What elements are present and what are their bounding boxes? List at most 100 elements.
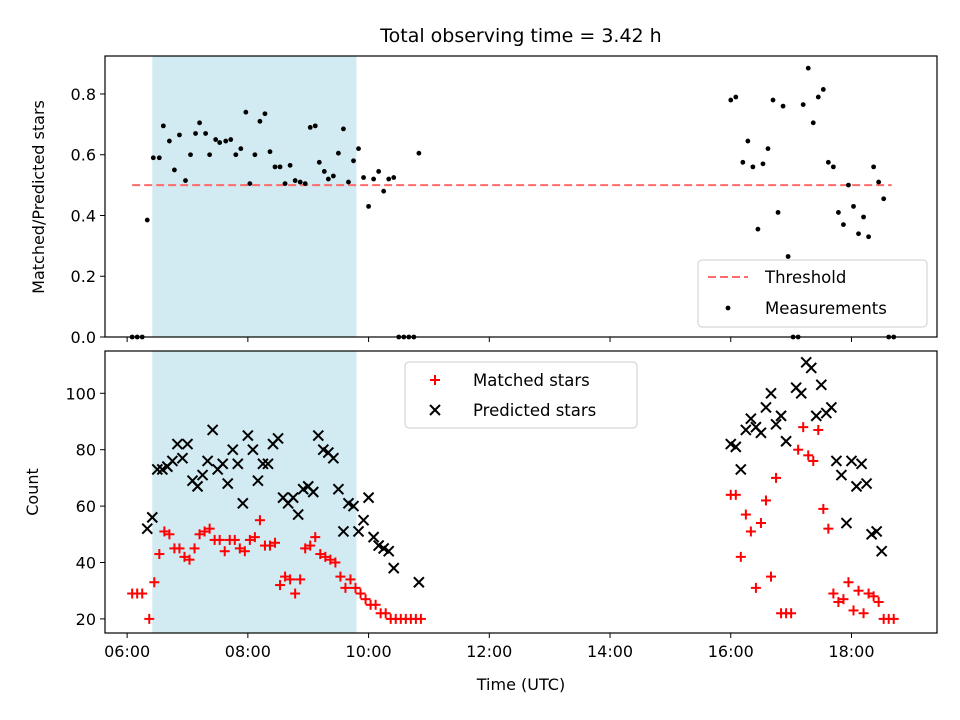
predicted-star-point: [413, 576, 425, 588]
ratio-legend: Threshold Measurements: [697, 259, 928, 328]
measurement-point: [302, 181, 308, 186]
predicted-star-point: [765, 387, 777, 400]
measurement-point: [416, 150, 422, 156]
matched-star-point: [755, 518, 766, 529]
matched-star-point: [868, 591, 879, 602]
measurement-point: [183, 178, 188, 183]
measurement-point: [750, 164, 756, 170]
predicted-star-point: [755, 427, 767, 439]
matched-star-point: [239, 546, 250, 557]
observing-window-shade: [152, 351, 357, 633]
legend-measurements-label: Measurements: [765, 299, 887, 318]
predicted-star-point: [327, 452, 340, 464]
predicted-star-point: [795, 387, 807, 400]
count-legend: Matched stars Predicted stars: [404, 361, 638, 429]
predicted-star-point: [388, 562, 400, 574]
matched-star-point: [315, 549, 326, 560]
predicted-star-point: [357, 514, 370, 526]
predicted-star-point: [735, 463, 747, 476]
predicted-star-point: [337, 525, 350, 538]
matched-star-point: [786, 608, 797, 619]
matched-star-point: [295, 574, 306, 585]
matched-star-point: [214, 534, 225, 545]
measurement-point: [366, 203, 371, 209]
matched-star-point: [750, 582, 761, 593]
measurement-point: [810, 120, 816, 126]
predicted-star-point: [352, 525, 365, 538]
matched-star-point: [179, 551, 190, 562]
matched-star-point: [843, 577, 854, 588]
measurement-point: [830, 164, 836, 170]
predicted-star-point: [780, 435, 792, 447]
predicted-star-point: [332, 483, 345, 495]
predicted-star-point: [875, 545, 888, 557]
count-legend-box: [404, 361, 638, 429]
matched-star-point: [264, 540, 275, 551]
matched-star-point: [771, 472, 782, 483]
measurement-point: [871, 164, 877, 170]
matched-star-point: [219, 546, 230, 557]
predicted-star-point: [815, 379, 828, 391]
matched-star-point: [199, 526, 210, 537]
measurement-point: [866, 234, 871, 240]
predicted-star-point: [855, 458, 868, 470]
ratio-y-tick-label: 0.8: [71, 85, 96, 104]
measurement-point: [257, 118, 263, 124]
matched-star-point: [793, 444, 804, 455]
predicted-star-point: [141, 522, 153, 535]
measurement-point: [213, 137, 219, 142]
matched-star-point: [798, 422, 809, 433]
predicted-star-point: [257, 458, 269, 470]
predicted-star-point: [242, 429, 254, 442]
predicted-star-point: [151, 463, 164, 476]
measurement-point: [861, 214, 866, 220]
measurement-point: [381, 188, 387, 194]
legend-matched-label: Matched stars: [473, 371, 590, 390]
matched-star-point: [828, 588, 839, 599]
measurement-point: [846, 182, 851, 188]
predicted-star-point: [775, 410, 787, 422]
measurement-point: [177, 132, 182, 138]
matched-star-point: [833, 596, 844, 607]
predicted-star-point: [176, 452, 189, 464]
measurement-point: [371, 176, 377, 182]
matched-star-point: [735, 551, 746, 562]
measurement-point: [197, 120, 202, 126]
measurement-point: [217, 140, 223, 145]
matched-star-point: [280, 571, 291, 582]
predicted-star-point: [845, 455, 858, 467]
matched-star-point: [204, 523, 215, 534]
measurement-point: [745, 138, 751, 144]
count-panel: 20 40 60 80 100 06:00 08:00 10:00 12:00 14:00 16:…: [23, 350, 938, 694]
measurement-point: [166, 138, 172, 144]
measurement-point: [356, 146, 361, 152]
matched-star-point: [848, 605, 859, 616]
matched-star-point: [310, 532, 321, 543]
matched-star-point: [254, 515, 265, 526]
measurement-point: [321, 169, 327, 174]
matched-star-point: [149, 577, 160, 588]
predicted-star-point: [805, 362, 817, 374]
measurement-point: [223, 138, 229, 144]
predicted-star-point: [825, 401, 838, 414]
measurement-point: [277, 164, 283, 170]
matched-star-point: [370, 599, 381, 610]
x-tick-label: 06:00: [104, 642, 150, 661]
count-panel-frame: [104, 350, 938, 634]
count-y-tick-label: 40: [76, 554, 96, 573]
matched-star-point: [184, 554, 195, 565]
matched-star-point: [803, 450, 814, 461]
count-y-axis-label: Count: [23, 468, 42, 516]
measurement-point: [785, 254, 791, 259]
matched-star-point: [380, 608, 391, 619]
matched-star-point: [873, 596, 884, 607]
x-tick-label: 14:00: [587, 642, 633, 661]
legend-measurements-swatch: [725, 305, 731, 311]
measurement-point: [325, 176, 331, 182]
predicted-star-point: [201, 455, 214, 467]
observing-window-shade: [152, 56, 357, 337]
measurement-point: [856, 231, 861, 237]
predicted-star-point: [760, 401, 772, 414]
measurement-point: [770, 97, 776, 103]
